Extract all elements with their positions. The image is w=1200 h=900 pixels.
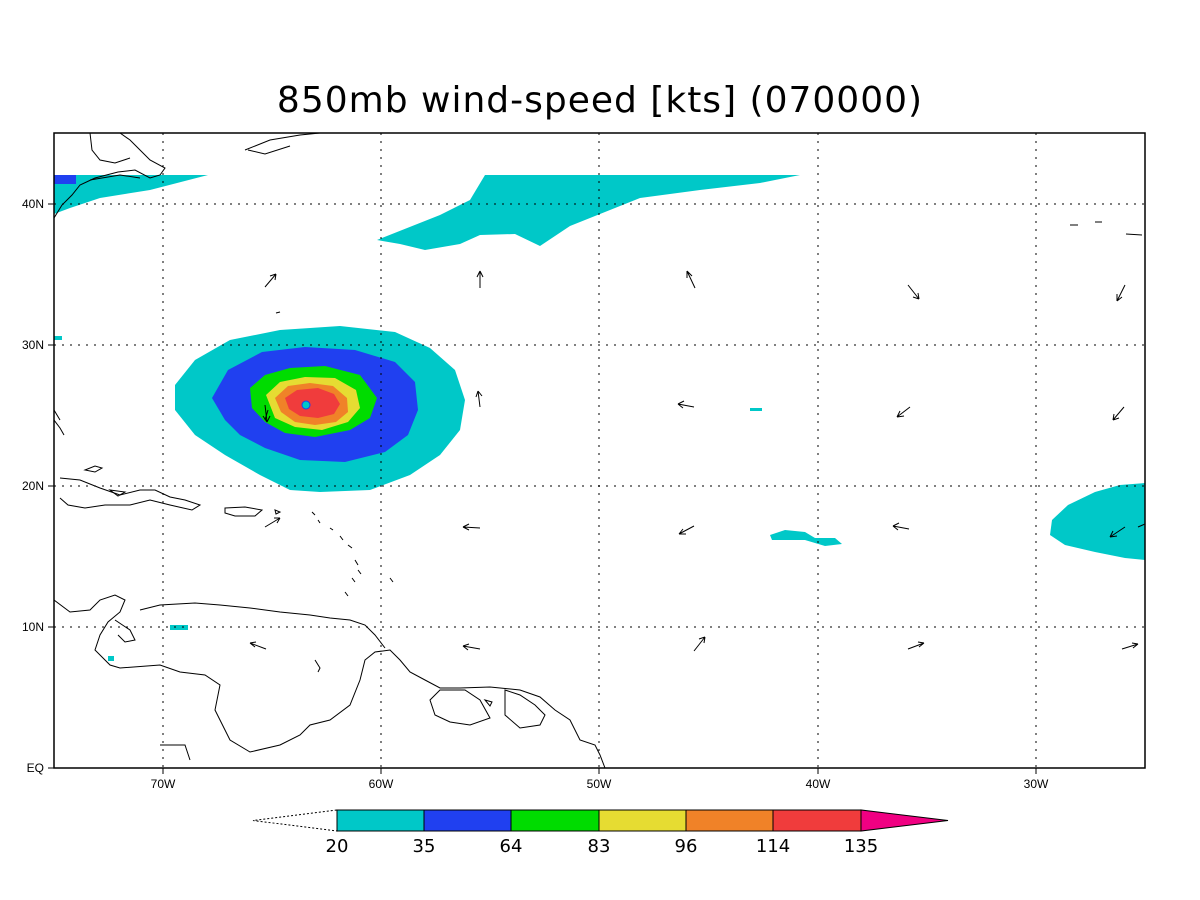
cyan-speck-4 <box>108 656 114 661</box>
blue-patch-northeast <box>54 175 76 184</box>
lon-label-40w: 40W <box>806 777 831 791</box>
coastlines <box>54 133 1143 768</box>
colorbar-segment-96-114 <box>685 809 774 832</box>
colorbar-label-96: 96 <box>675 836 698 857</box>
colorbar-segment-114-135 <box>772 809 862 832</box>
wind-speed-shading <box>54 175 1145 661</box>
cyan-patch-cabo-verde <box>770 530 842 546</box>
lon-label-50w: 50W <box>587 777 612 791</box>
coast-north-america <box>54 133 166 219</box>
graticule <box>54 133 1145 768</box>
colorbar-label-64: 64 <box>500 836 523 857</box>
cyan-band-northeast <box>54 175 208 214</box>
cyan-speck-2 <box>170 625 188 630</box>
colorbar-segment-64-83 <box>510 809 600 832</box>
lesser-antilles <box>311 511 394 597</box>
colorbar-lower-arrow <box>252 809 338 832</box>
colorbar: 20 35 64 83 96 114 135 <box>252 809 949 857</box>
colorbar-segment-35-64 <box>423 809 512 832</box>
colorbar-label-135: 135 <box>844 836 878 857</box>
cyan-patch-east <box>1050 483 1145 560</box>
lat-label-30n: 30N <box>22 338 44 352</box>
lon-label-70w: 70W <box>151 777 176 791</box>
lon-label-30w: 30W <box>1024 777 1049 791</box>
colorbar-label-83: 83 <box>588 836 611 857</box>
colorbar-label-20: 20 <box>326 836 349 857</box>
colorbar-segment-83-96 <box>598 809 687 832</box>
lon-ticks <box>162 768 1037 774</box>
colorbar-label-35: 35 <box>413 836 436 857</box>
cyan-speck-3 <box>54 336 62 340</box>
lat-label-eq: EQ <box>27 761 44 775</box>
colorbar-segment-20-35 <box>336 809 425 832</box>
wind-vectors <box>54 270 1145 652</box>
cyan-speck-1 <box>750 408 762 411</box>
hurricane-eye <box>301 400 311 410</box>
coast-hispaniola <box>224 506 264 517</box>
lon-label-60w: 60W <box>369 777 394 791</box>
lat-ticks <box>48 203 54 769</box>
lat-label-10n: 10N <box>22 620 44 634</box>
hurricane-ring-114 <box>285 388 340 418</box>
map-title: 850mb wind-speed [kts] (070000) <box>276 80 924 121</box>
lat-label-40n: 40N <box>22 197 44 211</box>
colorbar-label-114: 114 <box>756 836 790 857</box>
lat-label-20n: 20N <box>22 479 44 493</box>
plot-area <box>54 133 1145 768</box>
colorbar-upper-arrow <box>860 809 949 832</box>
cyan-streak-midatlantic <box>377 175 800 250</box>
